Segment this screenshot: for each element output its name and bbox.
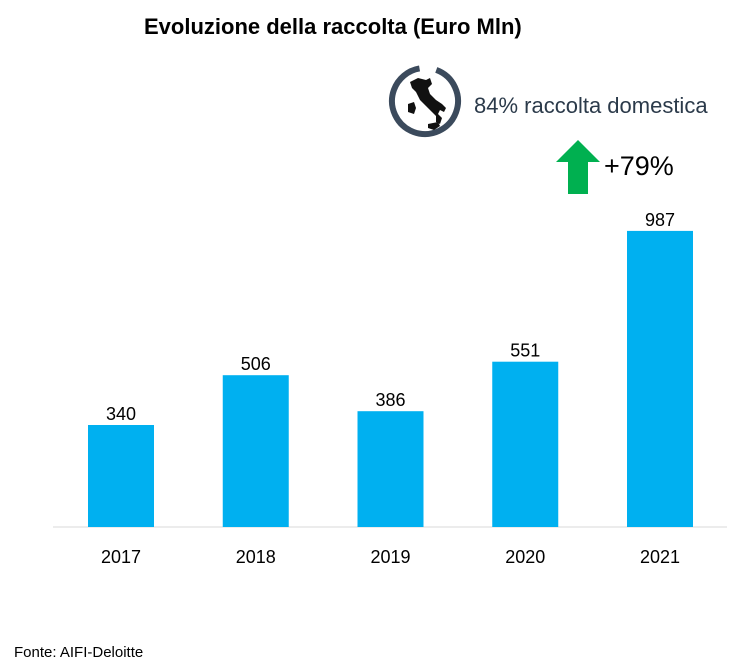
data-label-2017: 340 (106, 404, 136, 424)
domestic-share-label: 84% raccolta domestica (474, 93, 708, 118)
data-label-2021: 987 (645, 210, 675, 230)
x-tick-label-2021: 2021 (640, 547, 680, 567)
data-label-2018: 506 (241, 354, 271, 374)
bar-2018 (222, 375, 289, 527)
growth-label: +79% (604, 151, 674, 181)
x-tick-label-2020: 2020 (505, 547, 545, 567)
bar-2019 (357, 411, 424, 527)
bar-2020 (492, 361, 559, 527)
x-tick-label-2017: 2017 (101, 547, 141, 567)
bar-2021 (627, 230, 693, 527)
x-tick-label-2019: 2019 (370, 547, 410, 567)
arrow-up-icon (556, 140, 600, 194)
x-tick-label-2018: 2018 (236, 547, 276, 567)
bar-2017 (88, 425, 154, 527)
italy-map-icon (389, 65, 461, 137)
chart-title: Evoluzione della raccolta (Euro Mln) (144, 14, 522, 39)
data-label-2019: 386 (375, 390, 405, 410)
data-label-2020: 551 (510, 341, 540, 361)
source-note: Fonte: AIFI-Deloitte (14, 644, 144, 661)
